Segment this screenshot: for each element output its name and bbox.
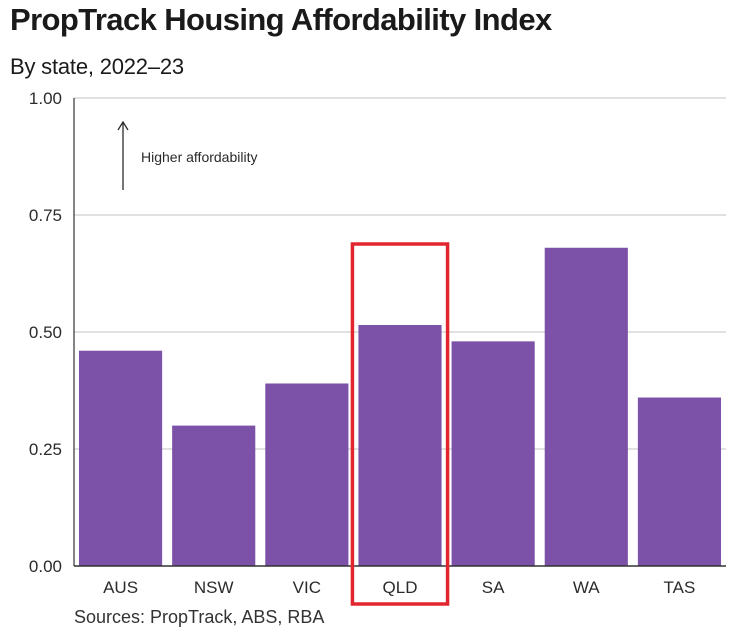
source-note: Sources: PropTrack, ABS, RBA xyxy=(74,607,325,627)
chart-subtitle: By state, 2022–23 xyxy=(10,54,184,79)
x-tick-label: VIC xyxy=(293,578,321,597)
annotation: Higher affordability xyxy=(117,120,257,190)
bar-tas xyxy=(637,397,721,566)
x-tick-label: AUS xyxy=(103,578,138,597)
bar-wa xyxy=(544,247,628,566)
y-axis: 0.00 0.25 0.50 0.75 1.00 xyxy=(29,89,75,576)
annotation-text: Higher affordability xyxy=(141,149,257,165)
x-tick-label: WA xyxy=(573,578,600,597)
x-tick-label: NSW xyxy=(194,578,234,597)
bar-qld xyxy=(358,324,442,566)
x-tick-label: QLD xyxy=(383,578,418,597)
y-tick-label: 1.00 xyxy=(29,89,62,108)
bars xyxy=(79,247,721,566)
highlight-group xyxy=(350,242,450,606)
up-arrow-head-icon xyxy=(117,120,129,131)
bar-nsw xyxy=(172,425,256,566)
y-tick-label: 0.00 xyxy=(29,557,62,576)
bar-sa xyxy=(451,341,535,566)
y-tick-label: 0.25 xyxy=(29,440,62,459)
chart-title: PropTrack Housing Affordability Index xyxy=(10,2,552,37)
bar-vic xyxy=(265,383,349,566)
y-tick-label: 0.75 xyxy=(29,206,62,225)
x-axis: AUS NSW VIC QLD SA WA TAS xyxy=(74,565,726,597)
y-tick-label: 0.50 xyxy=(29,323,62,342)
bar-aus xyxy=(79,350,163,566)
x-tick-label: SA xyxy=(482,578,505,597)
highlight-box xyxy=(350,242,450,606)
x-tick-label: TAS xyxy=(664,578,696,597)
